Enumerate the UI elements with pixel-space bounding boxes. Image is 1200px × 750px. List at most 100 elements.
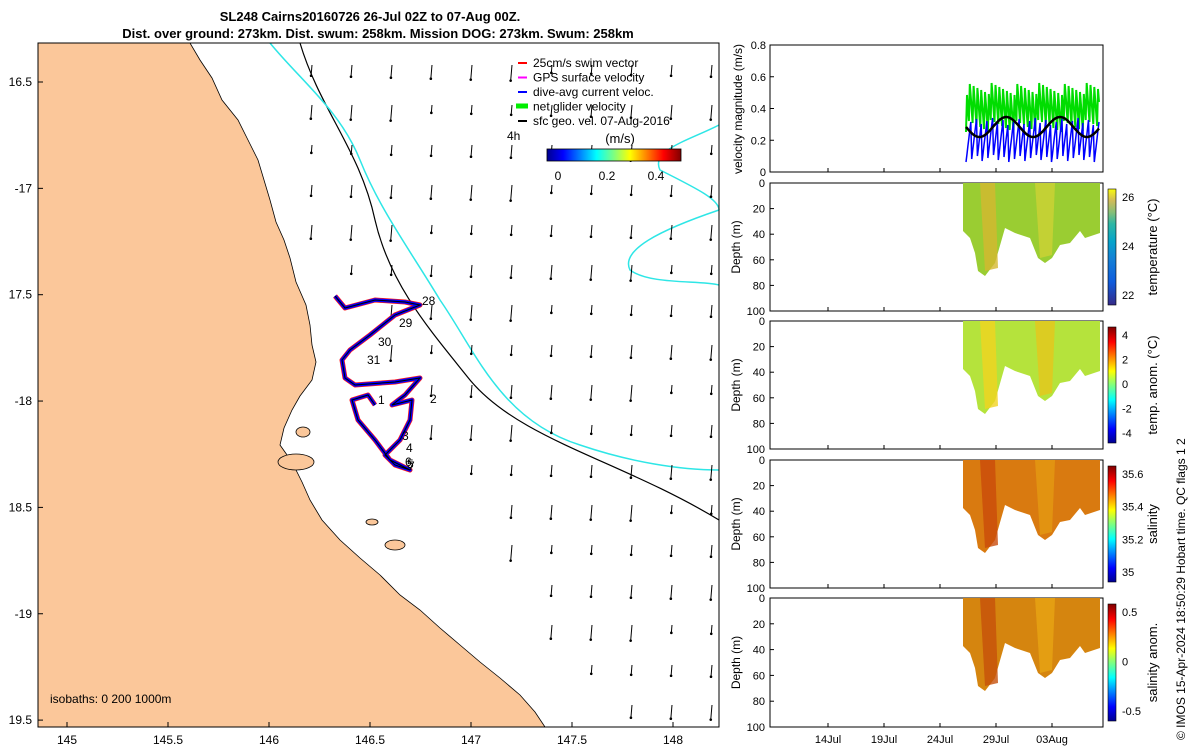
- geo-velocity-arrow: [470, 464, 473, 474]
- salinity-ylabel: Depth (m): [729, 497, 743, 550]
- geo-velocity-arrowhead: [549, 277, 553, 280]
- temperature-depth-tick-label: 60: [753, 255, 765, 267]
- geo-velocity-arrowhead: [469, 275, 473, 279]
- legend-label: GPS surface velocity: [533, 71, 644, 85]
- geo-velocity-arrow: [710, 584, 713, 600]
- velocity-y-tick-label: 0.2: [751, 135, 766, 147]
- geo-velocity-arrow: [670, 664, 673, 676]
- geo-velocity-arrow: [550, 184, 553, 193]
- geo-velocity-arrowhead: [669, 717, 673, 720]
- geo-velocity-arrow: [430, 104, 433, 113]
- geo-velocity-arrowhead: [629, 433, 633, 437]
- geo-velocity-arrow: [430, 304, 433, 319]
- salinity-colorbar-label: salinity: [1145, 504, 1160, 544]
- geo-velocity-arrow: [590, 544, 593, 554]
- geo-velocity-arrowhead: [629, 399, 632, 402]
- isobath-1000m-offshore: [657, 124, 720, 211]
- island-3: [295, 426, 311, 438]
- coastline-land: [37, 42, 546, 728]
- temperature-colorbar-tick-label: 22: [1122, 290, 1134, 302]
- geo-velocity-arrow: [630, 224, 633, 238]
- geo-velocity-arrowhead: [509, 79, 512, 82]
- geo-velocity-arrow: [710, 64, 713, 77]
- geo-velocity-arrow: [710, 304, 713, 317]
- isobath-200m: [299, 42, 720, 521]
- geo-velocity-arrowhead: [669, 434, 673, 438]
- geo-velocity-arrow: [590, 104, 593, 117]
- geo-velocity-arrow: [630, 304, 633, 315]
- geo-velocity-arrow: [590, 464, 593, 477]
- geo-velocity-arrowhead: [709, 632, 713, 636]
- map-y-tick-label: -18: [15, 394, 33, 408]
- geo-velocity-arrowhead: [429, 317, 433, 320]
- geo-velocity-arrowhead: [629, 673, 633, 677]
- geo-velocity-arrow: [510, 384, 513, 398]
- geo-velocity-arrowhead: [509, 396, 513, 400]
- geo-velocity-arrowhead: [469, 472, 473, 476]
- geo-velocity-arrow: [590, 664, 593, 674]
- geo-velocity-arrow: [430, 224, 433, 233]
- geo-velocity-arrowhead: [709, 152, 713, 156]
- geo-velocity-arrow: [350, 224, 353, 240]
- geo-velocity-arrowhead: [670, 271, 673, 275]
- map-y-tick-label: 16.5: [9, 75, 33, 89]
- geo-velocity-arrowhead: [550, 191, 553, 195]
- colorbar-tick-label: 0: [555, 169, 562, 183]
- track-day-label: 3: [402, 429, 409, 443]
- geo-velocity-arrow: [470, 104, 473, 114]
- geo-velocity-arrow: [710, 504, 713, 514]
- geo-velocity-arrowhead: [589, 192, 593, 196]
- temp_anom-depth-tick-label: 40: [753, 367, 765, 379]
- geo-velocity-arrow: [510, 104, 513, 115]
- geo-velocity-arrowhead: [349, 152, 353, 156]
- geo-velocity-arrow: [670, 304, 673, 316]
- geo-velocity-arrow: [510, 344, 513, 355]
- velocity-y-tick-label: 0: [760, 167, 766, 179]
- geo-velocity-arrowhead: [430, 111, 433, 115]
- geo-velocity-arrow: [670, 544, 673, 556]
- salinity-section-feature: [980, 460, 998, 548]
- temp_anom-depth-tick-label: 80: [753, 418, 765, 430]
- geo-velocity-arrow: [630, 104, 633, 118]
- geo-velocity-arrowhead: [549, 354, 553, 358]
- salinity-colorbar-tick-label: 35.6: [1122, 469, 1143, 481]
- geo-velocity-arrowhead: [629, 716, 633, 720]
- geo-velocity-arrowhead: [549, 234, 553, 238]
- geo-velocity-arrowhead: [589, 235, 593, 239]
- temp_anom-colorbar-tick-label: 2: [1122, 355, 1128, 367]
- geo-velocity-arrow: [710, 464, 713, 480]
- geo-velocity-arrow: [670, 264, 673, 273]
- geo-velocity-arrowhead: [429, 274, 433, 278]
- geo-velocity-arrow: [710, 184, 713, 197]
- geo-velocity-arrow: [710, 264, 713, 274]
- geo-velocity-arrow: [350, 64, 353, 77]
- panel-x-tick-label: 29Jul: [983, 734, 1009, 746]
- geo-velocity-arrow: [670, 64, 673, 76]
- geo-velocity-arrow: [670, 384, 673, 393]
- temp_anom-depth-tick-label: 0: [759, 316, 765, 328]
- temp_anom-colorbar-tick-label: -2: [1122, 404, 1132, 416]
- geo-velocity-arrow: [710, 664, 713, 677]
- salinity-depth-tick-label: 0: [759, 455, 765, 467]
- geo-velocity-arrow: [510, 304, 513, 321]
- geo-velocity-arrowhead: [550, 551, 553, 555]
- track-day-label: 5: [407, 457, 414, 471]
- geo-velocity-arrow: [470, 384, 473, 397]
- geo-velocity-arrow: [430, 184, 433, 199]
- timestamp-label: 4h: [507, 129, 520, 143]
- geo-velocity-arrow: [630, 624, 633, 641]
- geo-velocity-arrowhead: [549, 114, 553, 118]
- sal_anom-depth-tick-label: 0: [759, 593, 765, 605]
- temp_anom-depth-tick-label: 20: [753, 342, 765, 354]
- geo-velocity-arrow: [470, 424, 473, 440]
- geo-velocity-arrowhead: [389, 76, 393, 80]
- temperature-depth-tick-label: 100: [747, 306, 765, 318]
- geo-velocity-series: [965, 115, 1100, 139]
- velocity-y-tick-label: 0.4: [751, 104, 766, 116]
- geo-velocity-arrow: [470, 344, 473, 354]
- sal_anom-colorbar-tick-label: -0.5: [1122, 706, 1141, 718]
- temp_anom-colorbar-tick-label: -4: [1122, 428, 1132, 440]
- sal_anom-colorbar-tick-label: 0: [1122, 657, 1128, 669]
- geo-velocity-arrow: [350, 264, 353, 274]
